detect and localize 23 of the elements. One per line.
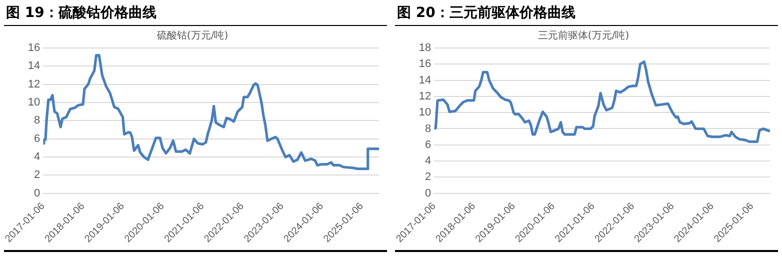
y-tick-label: 4 bbox=[425, 155, 432, 168]
y-tick-label: 0 bbox=[425, 187, 432, 200]
y-tick-label: 10 bbox=[28, 96, 40, 109]
y-tick-label: 2 bbox=[34, 169, 40, 182]
y-tick-label: 14 bbox=[418, 74, 432, 86]
y-tick-label: 18 bbox=[418, 42, 432, 54]
chart-title: 图 20：三元前驱体价格曲线 bbox=[395, 0, 778, 26]
y-tick-label: 6 bbox=[425, 138, 432, 151]
y-tick-label: 16 bbox=[418, 58, 432, 70]
y-tick-label: 8 bbox=[34, 114, 40, 127]
y-tick-label: 10 bbox=[418, 106, 432, 119]
y-tick-label: 4 bbox=[34, 151, 40, 164]
y-tick-label: 0 bbox=[34, 187, 40, 200]
y-tick-label: 8 bbox=[425, 122, 432, 135]
chart-title: 图 19：硫酸钴价格曲线 bbox=[4, 0, 387, 26]
chart-subtitle: 三元前驱体(万元/吨) bbox=[538, 30, 630, 42]
y-tick-label: 14 bbox=[28, 60, 40, 72]
y-tick-label: 2 bbox=[425, 171, 432, 184]
y-tick-label: 12 bbox=[28, 78, 40, 90]
y-tick-label: 16 bbox=[28, 42, 40, 54]
y-tick-label: 12 bbox=[418, 90, 432, 102]
chart-subtitle: 硫酸钴(万元/吨) bbox=[156, 30, 228, 42]
y-tick-label: 6 bbox=[34, 132, 40, 145]
